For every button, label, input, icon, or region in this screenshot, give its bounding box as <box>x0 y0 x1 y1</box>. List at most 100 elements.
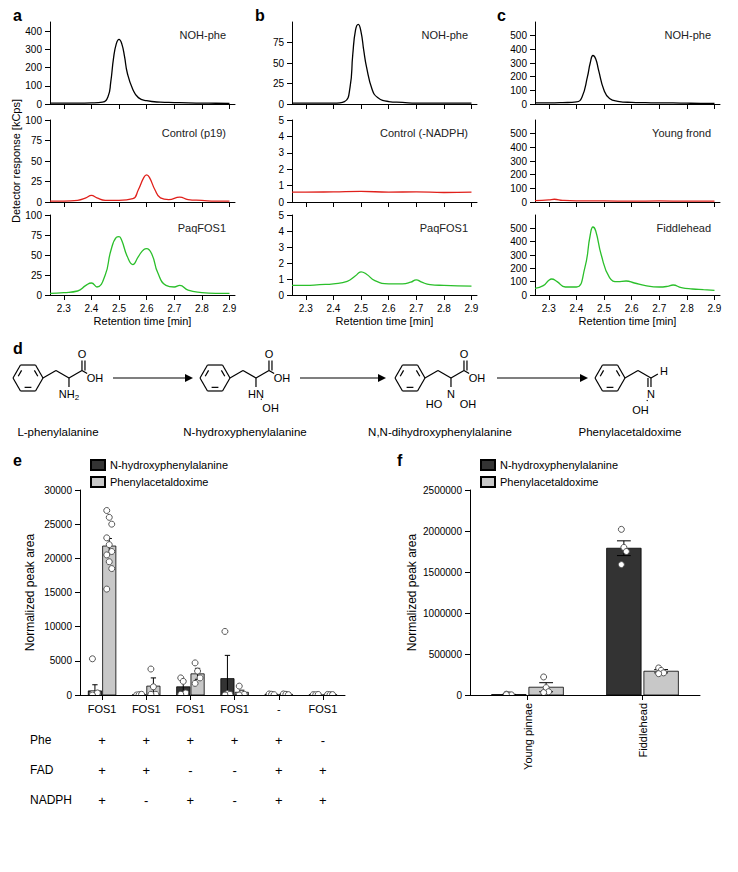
svg-text:5: 5 <box>278 115 284 126</box>
svg-text:HN: HN <box>248 388 264 400</box>
svg-text:500: 500 <box>510 128 527 139</box>
svg-text:Retention time [min]: Retention time [min] <box>579 315 677 327</box>
svg-text:N-hydroxyphenylalanine: N-hydroxyphenylalanine <box>110 459 228 471</box>
svg-text:OH: OH <box>262 402 279 414</box>
svg-text:b: b <box>255 7 265 24</box>
svg-text:Detector response [kCps]: Detector response [kCps] <box>10 99 22 223</box>
svg-text:e: e <box>13 452 22 469</box>
svg-text:+: + <box>98 793 106 808</box>
svg-text:+: + <box>319 763 327 778</box>
svg-text:+: + <box>142 733 150 748</box>
svg-text:500: 500 <box>510 223 527 234</box>
svg-text:2.5: 2.5 <box>354 303 368 314</box>
svg-text:-: - <box>188 763 192 778</box>
svg-text:HO: HO <box>426 398 443 410</box>
svg-text:0: 0 <box>278 290 284 301</box>
svg-text:0: 0 <box>521 290 527 301</box>
svg-text:2.6: 2.6 <box>382 303 396 314</box>
svg-text:Fiddlehead: Fiddlehead <box>657 222 711 234</box>
svg-text:75: 75 <box>31 230 43 241</box>
svg-text:OH: OH <box>87 372 104 384</box>
svg-text:200: 200 <box>510 169 527 180</box>
svg-text:OH: OH <box>469 372 486 384</box>
svg-text:-: - <box>144 793 148 808</box>
svg-text:2.7: 2.7 <box>409 303 423 314</box>
svg-text:NOH-phe: NOH-phe <box>665 29 711 41</box>
svg-text:a: a <box>13 7 22 24</box>
svg-text:50: 50 <box>31 156 43 167</box>
svg-text:0: 0 <box>66 690 72 701</box>
svg-text:Normalized peak area: Normalized peak area <box>405 533 419 651</box>
svg-text:O: O <box>460 348 469 360</box>
svg-text:100: 100 <box>510 85 527 96</box>
svg-text:1: 1 <box>278 180 284 191</box>
svg-text:2.9: 2.9 <box>708 303 722 314</box>
svg-text:NH2: NH2 <box>59 388 80 402</box>
svg-text:+: + <box>98 733 106 748</box>
svg-text:2.6: 2.6 <box>140 303 154 314</box>
svg-text:0: 0 <box>278 197 284 208</box>
svg-text:O: O <box>265 348 274 360</box>
svg-text:+: + <box>275 763 283 778</box>
svg-text:300: 300 <box>510 156 527 167</box>
svg-text:2.4: 2.4 <box>569 303 583 314</box>
svg-text:2.7: 2.7 <box>652 303 666 314</box>
svg-text:0: 0 <box>521 197 527 208</box>
svg-text:100: 100 <box>25 115 42 126</box>
svg-text:500000: 500000 <box>429 649 463 660</box>
svg-text:2.8: 2.8 <box>195 303 209 314</box>
svg-text:Control (-NADPH): Control (-NADPH) <box>380 127 468 139</box>
svg-text:500: 500 <box>510 30 527 41</box>
svg-text:FOS1: FOS1 <box>309 703 338 715</box>
svg-text:400: 400 <box>510 236 527 247</box>
svg-text:25: 25 <box>31 270 43 281</box>
svg-text:4: 4 <box>278 226 284 237</box>
svg-text:0: 0 <box>456 690 462 701</box>
svg-text:2.8: 2.8 <box>437 303 451 314</box>
svg-text:f: f <box>397 452 403 469</box>
svg-text:25: 25 <box>31 176 43 187</box>
svg-text:100: 100 <box>25 210 42 221</box>
svg-text:300: 300 <box>510 58 527 69</box>
svg-text:Phenylacetaldoxime: Phenylacetaldoxime <box>110 476 208 488</box>
svg-text:+: + <box>275 793 283 808</box>
svg-text:NOH-phe: NOH-phe <box>422 29 468 41</box>
svg-text:2.4: 2.4 <box>84 303 98 314</box>
svg-text:Phenylacetaldoxime: Phenylacetaldoxime <box>579 426 682 438</box>
svg-text:50: 50 <box>31 250 43 261</box>
svg-text:10000: 10000 <box>44 621 72 632</box>
svg-text:Retention time [min]: Retention time [min] <box>336 315 434 327</box>
svg-text:FOS1: FOS1 <box>88 703 117 715</box>
svg-text:2.9: 2.9 <box>223 303 237 314</box>
svg-text:0: 0 <box>36 290 42 301</box>
svg-text:20000: 20000 <box>44 553 72 564</box>
svg-text:-: - <box>277 703 281 715</box>
svg-text:2.9: 2.9 <box>465 303 479 314</box>
svg-text:400: 400 <box>510 44 527 55</box>
svg-text:25: 25 <box>273 78 285 89</box>
svg-text:4: 4 <box>278 131 284 142</box>
svg-text:FOS1: FOS1 <box>132 703 161 715</box>
svg-text:25000: 25000 <box>44 519 72 530</box>
svg-text:OH: OH <box>632 404 649 416</box>
svg-text:2.3: 2.3 <box>57 303 71 314</box>
svg-text:2.7: 2.7 <box>167 303 181 314</box>
svg-text:N-hydroxyphenylalanine: N-hydroxyphenylalanine <box>183 426 306 438</box>
svg-text:75: 75 <box>273 37 285 48</box>
svg-text:2: 2 <box>278 258 284 269</box>
svg-text:3: 3 <box>278 242 284 253</box>
svg-text:0: 0 <box>521 99 527 110</box>
svg-text:100: 100 <box>25 80 42 91</box>
svg-text:+: + <box>275 733 283 748</box>
svg-text:2.5: 2.5 <box>597 303 611 314</box>
svg-text:N-hydroxyphenylalanine: N-hydroxyphenylalanine <box>500 459 618 471</box>
svg-text:300: 300 <box>510 250 527 261</box>
svg-text:5: 5 <box>278 210 284 221</box>
svg-text:100: 100 <box>510 183 527 194</box>
svg-text:PaqFOS1: PaqFOS1 <box>178 222 226 234</box>
svg-text:d: d <box>13 340 23 357</box>
svg-text:Retention time [min]: Retention time [min] <box>94 315 192 327</box>
svg-text:FOS1: FOS1 <box>220 703 249 715</box>
svg-text:+: + <box>187 793 195 808</box>
svg-text:H: H <box>660 365 668 377</box>
